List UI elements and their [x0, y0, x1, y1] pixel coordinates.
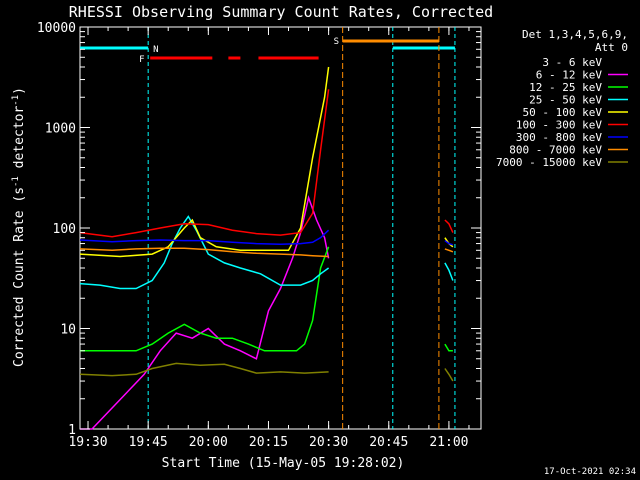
series-line-4	[79, 66, 330, 258]
series-post-gap-line-2	[444, 240, 454, 246]
series-line-0	[147, 207, 328, 346]
x-tick-label: 21:00	[429, 435, 468, 450]
legend-label-0: 3 - 6 keV	[542, 56, 602, 69]
y-axis-label-sup1: -1	[11, 176, 21, 187]
y-tick-label: 10000	[37, 21, 76, 36]
series-line-8	[79, 362, 329, 377]
y-tick-label: 10	[60, 323, 76, 338]
series-post-gap-line-0	[444, 219, 454, 233]
legend-header-line1: Det 1,3,4,5,6,9,	[522, 28, 628, 41]
footer-date: 17-Oct-2021 02:34	[544, 467, 636, 477]
flare-flag-label: F	[139, 55, 144, 65]
x-tick-label: 20:15	[249, 435, 288, 450]
saa-flag-label: S	[334, 37, 339, 47]
night-flag-label: N	[153, 45, 158, 55]
y-tick-label: 100	[53, 222, 76, 237]
legend-label-2: 12 - 25 keV	[529, 81, 602, 94]
x-tick-label: 19:45	[129, 435, 168, 450]
legend-label-7: 800 - 7000 keV	[509, 144, 602, 157]
series-line-1	[80, 195, 330, 430]
x-axis-label: Start Time (15-May-05 19:28:02)	[162, 456, 405, 471]
series-line-2	[80, 246, 330, 352]
y-axis-label-end: )	[12, 87, 27, 95]
y-axis-label-main: Corrected Count Rate (s	[12, 187, 27, 367]
y-tick-label: 1000	[45, 122, 76, 137]
series-line-7	[79, 247, 329, 258]
legend-label-4: 50 - 100 keV	[523, 106, 603, 119]
y-axis-label: Corrected Count Rate (s-1 detector-1)	[11, 87, 27, 367]
series-line-6	[79, 229, 330, 245]
x-tick-label: 19:30	[68, 435, 107, 450]
y-tick-label: 1	[68, 423, 76, 438]
series-post-gap-line-5	[444, 343, 453, 352]
legend-label-6: 300 - 800 keV	[516, 131, 602, 144]
flag-bars: NF S	[80, 27, 456, 429]
x-tick-label: 20:00	[189, 435, 228, 450]
x-tick-label: 20:30	[309, 435, 348, 450]
series-post-gap-line-6	[444, 368, 454, 382]
legend-header-line2: Att 0	[595, 41, 628, 54]
legend-label-8: 7000 - 15000 keV	[496, 156, 602, 169]
series-post-gap-line-4	[444, 262, 454, 281]
series-post-gap-line-3	[444, 248, 454, 253]
legend-label-5: 100 - 300 keV	[516, 119, 602, 132]
legend-label-1: 6 - 12 keV	[536, 69, 603, 82]
legend-label-3: 25 - 50 keV	[529, 94, 602, 107]
series-line-5	[79, 89, 330, 238]
y-axis-label-sup2: -1	[11, 95, 21, 106]
y-axis-label-mid: detector	[12, 106, 27, 177]
axis-ticks: 19:30 19:45 20:00 20:15 20:30 20:45 21:00 1 10 10…	[37, 21, 481, 450]
x-tick-label: 20:45	[369, 435, 408, 450]
series-lines	[79, 66, 454, 430]
chart-title: RHESSI Observing Summary Count Rates, Co…	[69, 3, 493, 21]
